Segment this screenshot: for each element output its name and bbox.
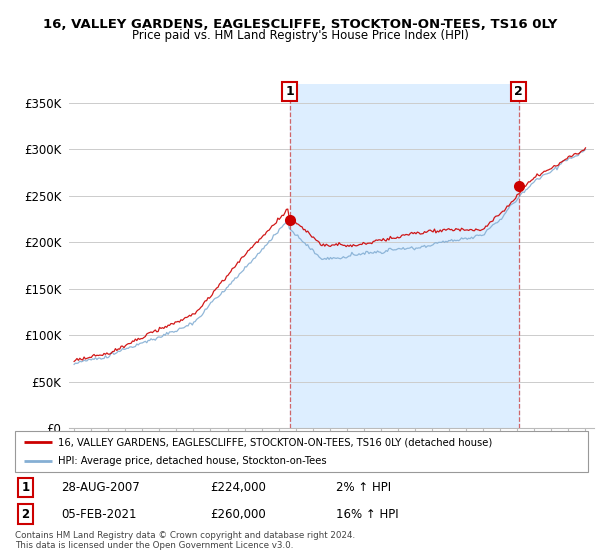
FancyBboxPatch shape [15,431,588,472]
Text: HPI: Average price, detached house, Stockton-on-Tees: HPI: Average price, detached house, Stoc… [58,456,326,465]
Text: Price paid vs. HM Land Registry's House Price Index (HPI): Price paid vs. HM Land Registry's House … [131,29,469,42]
Text: 16, VALLEY GARDENS, EAGLESCLIFFE, STOCKTON-ON-TEES, TS16 0LY: 16, VALLEY GARDENS, EAGLESCLIFFE, STOCKT… [43,18,557,31]
Bar [290,84,519,428]
Text: 2: 2 [21,508,29,521]
Text: £260,000: £260,000 [210,508,266,521]
Text: 2: 2 [514,85,523,98]
Text: 2% ↑ HPI: 2% ↑ HPI [336,481,391,494]
Text: 16% ↑ HPI: 16% ↑ HPI [336,508,398,521]
Text: 1: 1 [286,85,294,98]
Text: Contains HM Land Registry data © Crown copyright and database right 2024.
This d: Contains HM Land Registry data © Crown c… [15,531,355,550]
Text: 16, VALLEY GARDENS, EAGLESCLIFFE, STOCKTON-ON-TEES, TS16 0LY (detached house): 16, VALLEY GARDENS, EAGLESCLIFFE, STOCKT… [58,437,492,447]
Text: 05-FEB-2021: 05-FEB-2021 [61,508,136,521]
Text: 1: 1 [21,481,29,494]
Text: £224,000: £224,000 [210,481,266,494]
Text: 28-AUG-2007: 28-AUG-2007 [61,481,140,494]
